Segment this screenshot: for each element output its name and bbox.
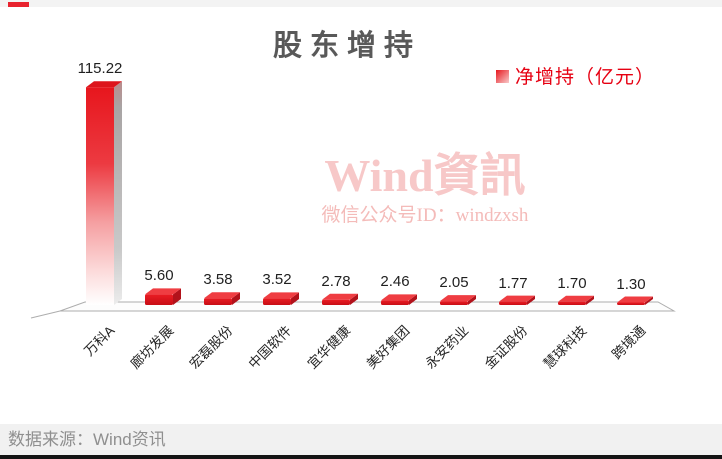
bar-top-face bbox=[558, 295, 594, 302]
bar-chart-canvas bbox=[30, 81, 676, 319]
bar-value-label: 1.30 bbox=[616, 275, 646, 293]
window-top-strip bbox=[0, 0, 722, 7]
chart-labels-layer: 115.22 万科A 5.60 廊坊发展 3.58 宏磊股份 3.52 中国软件 2.78 宜华健… bbox=[77, 60, 649, 371]
source-bar: 数据来源：Wind资讯 bbox=[0, 424, 722, 455]
bar-top-face bbox=[204, 292, 240, 299]
bar-front-face bbox=[440, 301, 468, 305]
bar-front-face bbox=[145, 294, 173, 305]
bar-front-face bbox=[86, 87, 114, 306]
bar-front-face bbox=[381, 300, 409, 305]
legend-label: 净增持（亿元） bbox=[515, 67, 656, 88]
bar-value-label: 5.60 bbox=[144, 267, 174, 285]
bar-front-face bbox=[322, 299, 350, 305]
bar-top-face bbox=[145, 288, 181, 295]
bar-value-label: 2.05 bbox=[439, 274, 469, 292]
bar-value-label: 3.58 bbox=[203, 271, 233, 289]
bar-value-label: 2.78 bbox=[321, 272, 351, 290]
bar-side-face bbox=[232, 292, 240, 305]
bar-front-face bbox=[499, 301, 527, 305]
chart-title: 股东增持 bbox=[272, 30, 421, 62]
bottom-border-bar bbox=[0, 455, 722, 459]
bar-front-face bbox=[204, 298, 232, 305]
bar-value-label: 3.52 bbox=[262, 271, 292, 289]
bar-front-face bbox=[263, 298, 291, 305]
bar-side-face bbox=[173, 288, 181, 305]
bar-side-face bbox=[350, 293, 358, 305]
window-accent-dash bbox=[8, 2, 29, 7]
legend-swatch-icon bbox=[496, 70, 509, 83]
bar-side-face bbox=[645, 296, 653, 305]
bar-side-face bbox=[527, 295, 535, 305]
bar-value-label: 1.70 bbox=[557, 274, 587, 292]
bar-front-face bbox=[617, 302, 645, 305]
bar-top-face bbox=[617, 296, 653, 303]
bar-value-label: 1.77 bbox=[498, 274, 528, 292]
bar-side-face bbox=[291, 292, 299, 305]
bar-side-face bbox=[468, 295, 476, 305]
bar-side-face bbox=[409, 294, 417, 305]
bar-top-face bbox=[499, 295, 535, 302]
bar-value-label: 115.22 bbox=[77, 60, 123, 78]
bar-top-face bbox=[263, 292, 299, 299]
bar-top-face bbox=[381, 294, 417, 301]
chart-floor-left-edge bbox=[30, 310, 61, 319]
data-source-label: 数据来源：Wind资讯 bbox=[8, 430, 166, 449]
bar-side-face bbox=[586, 295, 594, 305]
bar-top-face bbox=[322, 293, 358, 300]
chart-legend: 净增持（亿元） bbox=[496, 62, 655, 89]
bar-top-face bbox=[86, 81, 122, 88]
bar-side-face bbox=[114, 81, 122, 306]
bar-top-face bbox=[440, 295, 476, 302]
bar-front-face bbox=[558, 301, 586, 305]
bar-value-label: 2.46 bbox=[380, 273, 410, 291]
